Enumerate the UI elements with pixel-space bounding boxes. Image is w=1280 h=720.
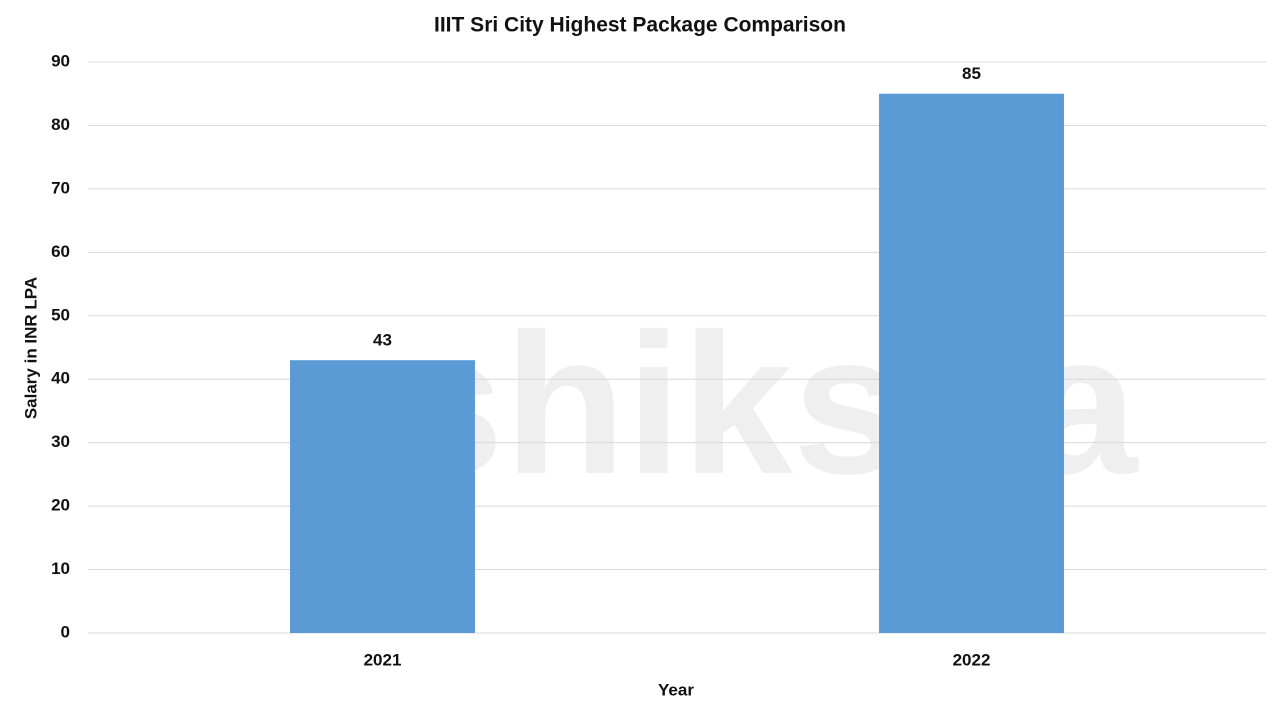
y-tick-label: 50: [51, 305, 70, 324]
y-tick-label: 70: [51, 178, 70, 197]
y-axis-label: Salary in INR LPA: [21, 277, 40, 419]
y-tick-label: 90: [51, 51, 70, 70]
y-tick-label: 0: [61, 622, 70, 641]
data-label: 85: [962, 64, 981, 83]
y-tick-label: 60: [51, 242, 70, 261]
bar: [879, 93, 1064, 633]
y-tick-label: 40: [51, 369, 70, 388]
x-tick-label: 2021: [364, 650, 402, 669]
y-tick-label: 20: [51, 496, 70, 515]
chart-title: IIIT Sri City Highest Package Comparison: [434, 14, 846, 37]
bar: [290, 360, 475, 633]
y-tick-label: 10: [51, 559, 70, 578]
y-tick-label: 80: [51, 115, 70, 134]
data-label: 43: [373, 331, 392, 350]
x-tick-label: 2022: [953, 650, 991, 669]
x-axis-label: Year: [658, 680, 694, 699]
y-tick-label: 30: [51, 432, 70, 451]
